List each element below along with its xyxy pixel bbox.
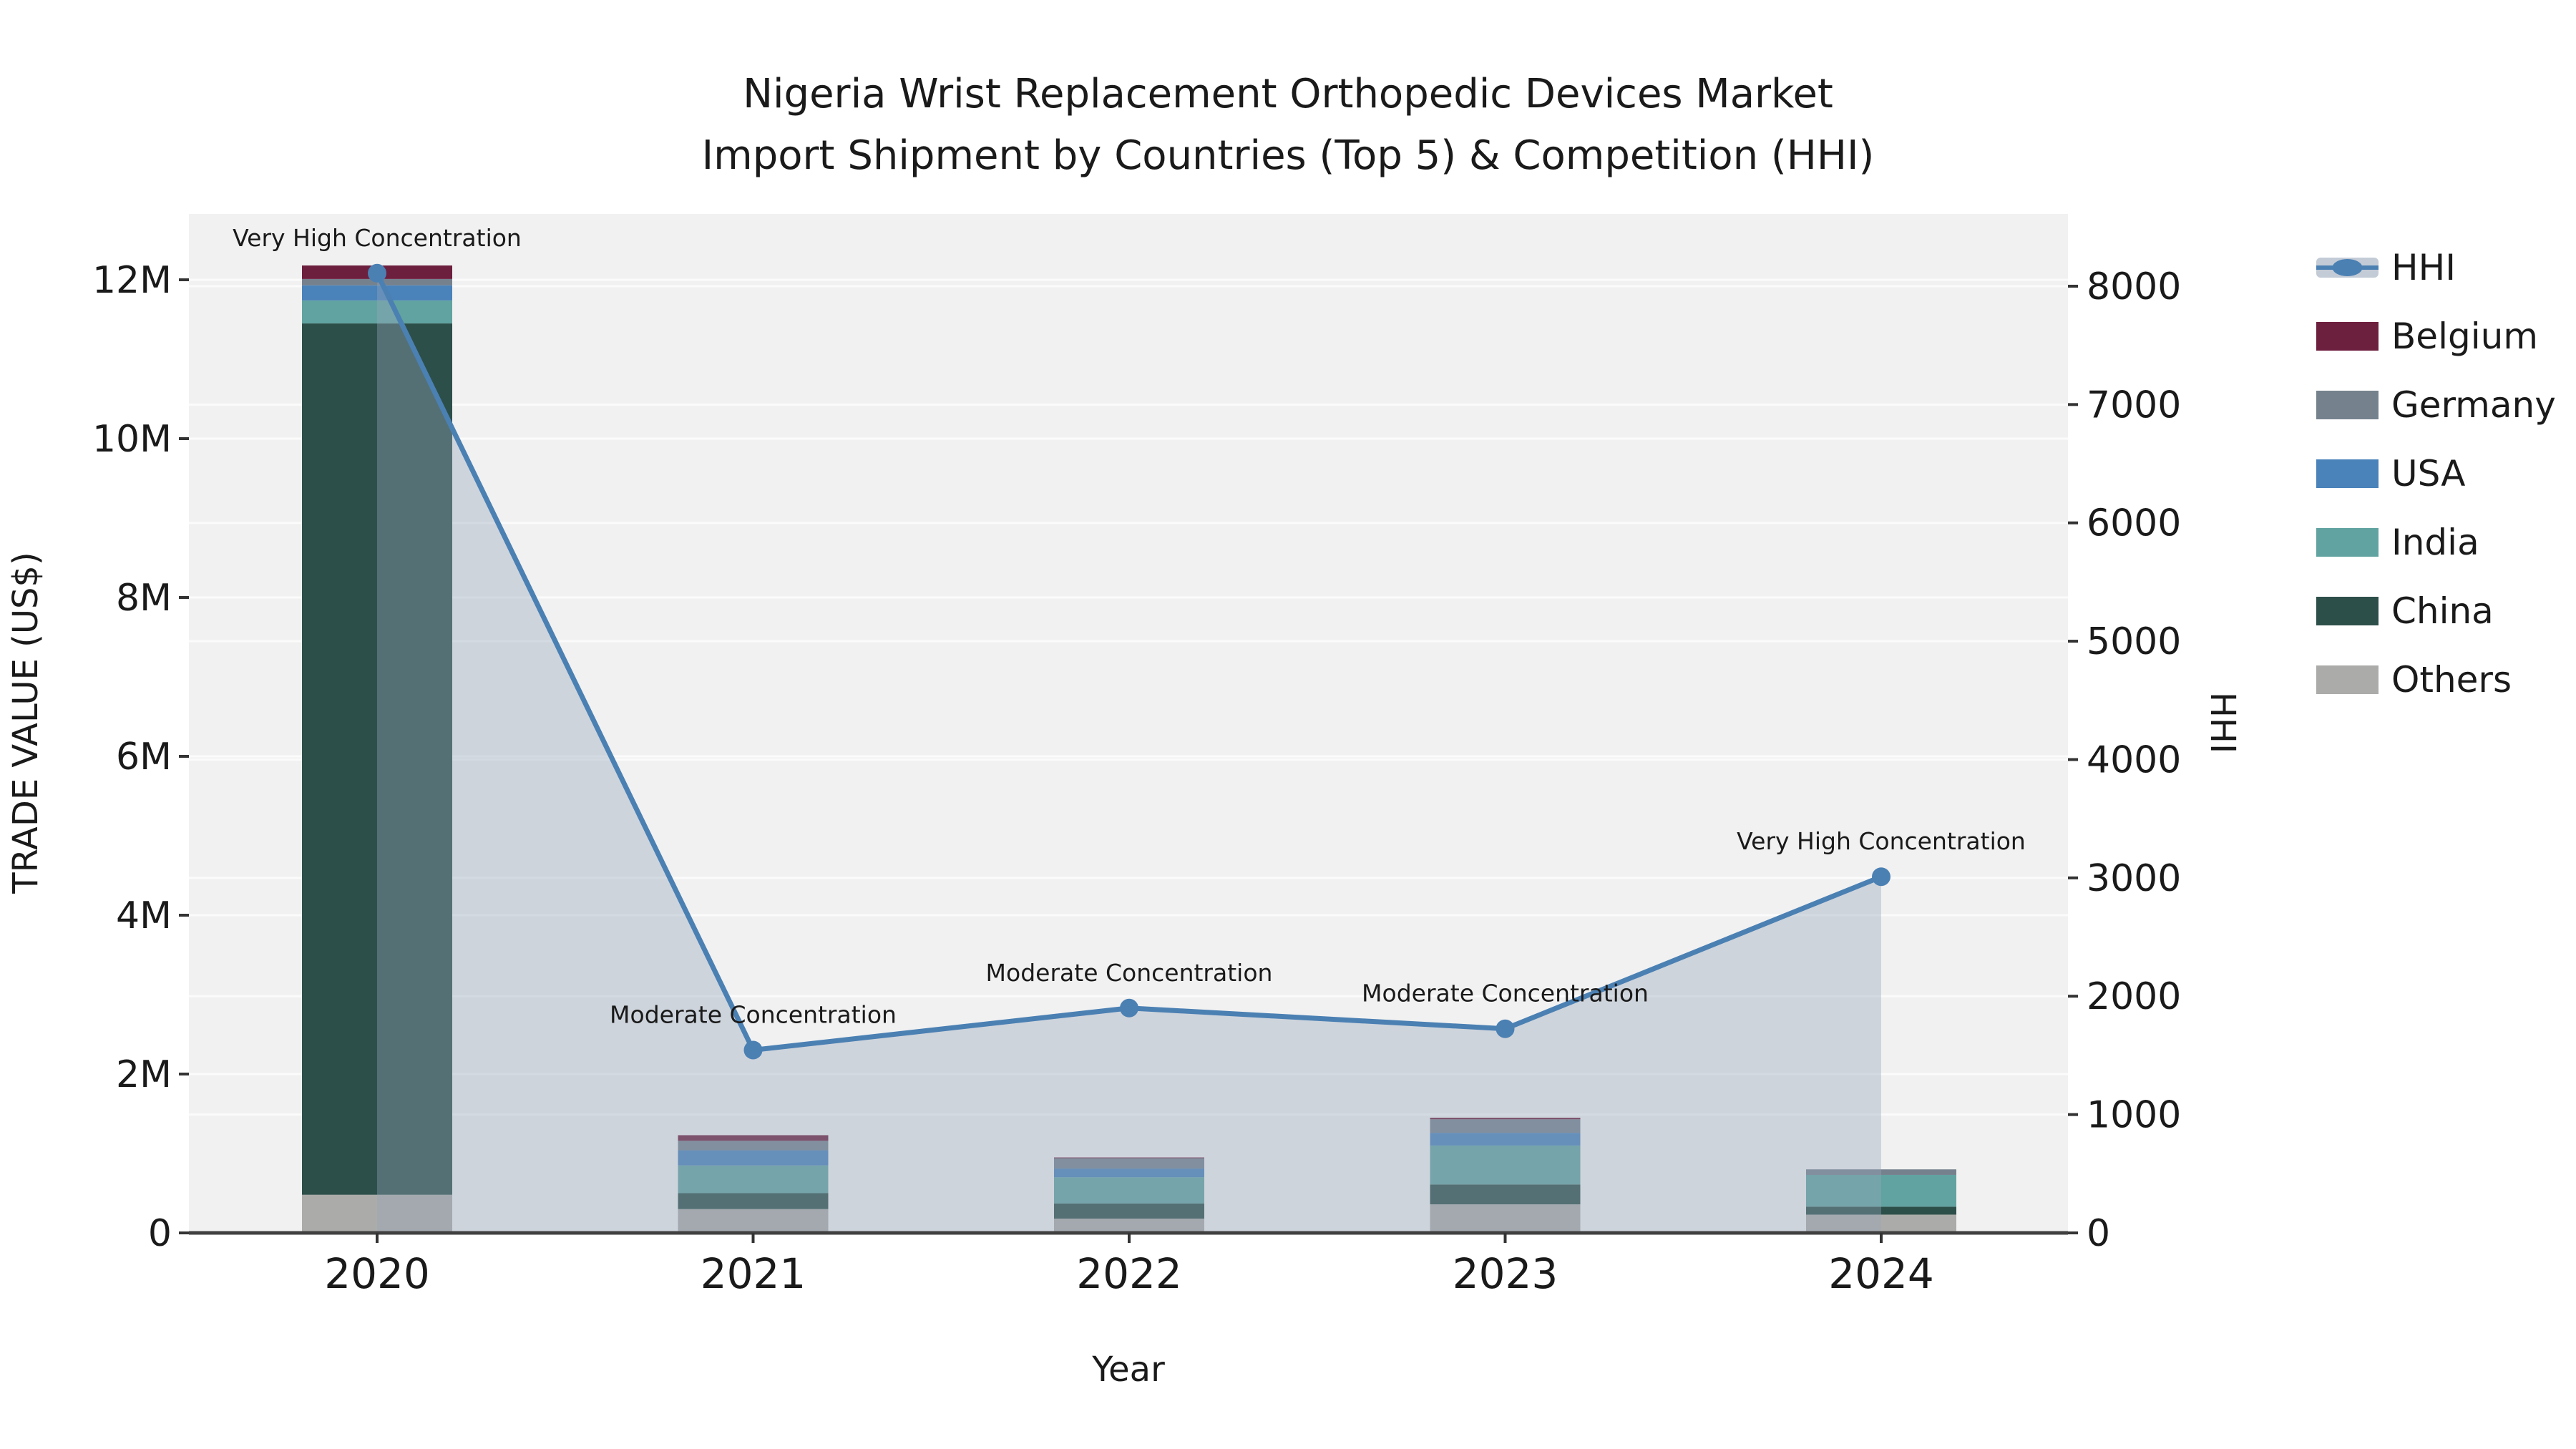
left-tick-label: 6M	[116, 736, 172, 779]
bar-segment-others	[678, 1209, 829, 1233]
legend-label: Germany	[2391, 384, 2556, 426]
bar-segment-germany	[678, 1141, 829, 1151]
left-tick-label: 10M	[92, 418, 172, 461]
legend-swatch	[2316, 528, 2379, 557]
bar-segment-india	[678, 1165, 829, 1194]
bar-2020	[302, 265, 452, 1233]
bar-segment-usa	[1430, 1133, 1581, 1146]
legend: HHI Belgium Germany USA India China Others	[2316, 247, 2556, 701]
legend-item-china: China	[2316, 590, 2494, 632]
left-tick-label: 8M	[116, 577, 172, 620]
legend-label: HHI	[2391, 247, 2456, 288]
hhi-marker-2020	[368, 263, 386, 283]
bar-segment-china	[1430, 1184, 1581, 1205]
gridlines-layer	[189, 278, 2068, 1116]
chart-title-line1: Nigeria Wrist Replacement Orthopedic Dev…	[743, 71, 1833, 117]
chart-title-line2: Import Shipment by Countries (Top 5) & C…	[702, 132, 1875, 179]
bar-segment-belgium	[678, 1135, 829, 1141]
bar-segment-china	[678, 1193, 829, 1209]
bar-segment-germany	[1806, 1169, 1956, 1175]
bar-segment-others	[1054, 1219, 1204, 1233]
annotation-2021: Moderate Concentration	[610, 1000, 897, 1028]
bar-segment-germany	[1054, 1158, 1204, 1169]
bar-2023	[1430, 1118, 1581, 1233]
legend-label: China	[2391, 590, 2494, 632]
bar-segment-india	[1054, 1177, 1204, 1204]
x-tick-label-2023: 2023	[1453, 1249, 1558, 1298]
legend-swatch	[2316, 665, 2379, 694]
legend-label: Belgium	[2391, 316, 2538, 357]
bar-segment-usa	[678, 1150, 829, 1166]
legend-item-germany: Germany	[2316, 384, 2556, 426]
left-tick-label: 4M	[116, 894, 172, 937]
plot-area	[189, 214, 2068, 1233]
x-tick-label-2021: 2021	[701, 1249, 806, 1298]
left-tick-label: 12M	[92, 259, 172, 302]
hhi-marker-2023	[1496, 1019, 1515, 1038]
axes-layer: 0 2M 4M 6M 8M 10M 12M 0 1000 2000 3000 4000 5000 6000…	[92, 259, 2181, 1298]
bar-segment-india	[1806, 1174, 1956, 1207]
left-axis-title: TRADE VALUE (US$)	[6, 552, 46, 894]
legend-item-others: Others	[2316, 659, 2512, 701]
legend-swatch	[2316, 597, 2379, 625]
annotation-2022: Moderate Concentration	[986, 959, 1273, 987]
legend-item-hhi: HHI	[2316, 247, 2456, 288]
annotation-2020: Very High Concentration	[233, 224, 522, 252]
bar-segment-india	[302, 300, 452, 324]
annotations-layer: Very High Concentration Moderate Concentr…	[233, 224, 2026, 1029]
bar-2024	[1806, 1169, 1956, 1233]
legend-label: USA	[2391, 453, 2465, 494]
legend-label: India	[2391, 522, 2479, 563]
right-tick-label: 6000	[2087, 502, 2181, 545]
hhi-marker-2021	[743, 1040, 763, 1060]
bar-segment-germany	[1430, 1119, 1581, 1133]
annotation-2023: Moderate Concentration	[1362, 980, 1649, 1008]
left-tick-label: 0	[148, 1212, 172, 1255]
legend-label: Others	[2391, 659, 2512, 701]
bar-segment-china	[302, 323, 452, 1195]
x-tick-label-2024: 2024	[1828, 1249, 1934, 1298]
annotation-2024: Very High Concentration	[1737, 827, 2026, 855]
left-tick-label: 2M	[116, 1053, 172, 1096]
bar-segment-china	[1054, 1203, 1204, 1219]
bar-segment-others	[1430, 1204, 1581, 1233]
right-tick-label: 5000	[2087, 620, 2181, 663]
legend-swatch	[2316, 391, 2379, 419]
bar-segment-others	[302, 1194, 452, 1233]
right-axis-title: HHI	[2202, 692, 2243, 753]
hhi-marker-2024	[1872, 867, 1890, 887]
right-tick-label: 0	[2087, 1212, 2110, 1255]
bar-segment-china	[1806, 1206, 1956, 1215]
legend-swatch	[2316, 459, 2379, 488]
hhi-area	[377, 273, 1881, 1233]
bar-segment-india	[1430, 1145, 1581, 1185]
x-axis-title: Year	[1091, 1350, 1165, 1390]
bar-segment-belgium	[1430, 1118, 1581, 1120]
x-tick-label-2022: 2022	[1076, 1249, 1182, 1298]
hhi-marker-2022	[1120, 998, 1138, 1018]
legend-item-belgium: Belgium	[2316, 316, 2538, 357]
bars-layer	[302, 265, 1956, 1233]
right-tick-label: 2000	[2087, 975, 2181, 1018]
legend-item-india: India	[2316, 522, 2479, 563]
legend-item-usa: USA	[2316, 453, 2465, 494]
hhi-legend-marker	[2332, 259, 2363, 276]
right-tick-label: 4000	[2087, 738, 2181, 781]
bar-segment-others	[1806, 1214, 1956, 1233]
right-tick-label: 7000	[2087, 384, 2181, 426]
bar-2022	[1054, 1157, 1204, 1233]
right-tick-label: 1000	[2087, 1094, 2181, 1137]
legend-swatch	[2316, 322, 2379, 351]
bar-2021	[678, 1135, 829, 1233]
bar-segment-usa	[1054, 1169, 1204, 1178]
hhi-area-layer	[377, 273, 1881, 1233]
right-tick-label: 3000	[2087, 857, 2181, 900]
bar-segment-usa	[302, 285, 452, 301]
right-tick-label: 8000	[2087, 265, 2181, 308]
x-tick-label-2020: 2020	[324, 1249, 430, 1298]
hhi-line-layer	[368, 263, 1890, 1060]
